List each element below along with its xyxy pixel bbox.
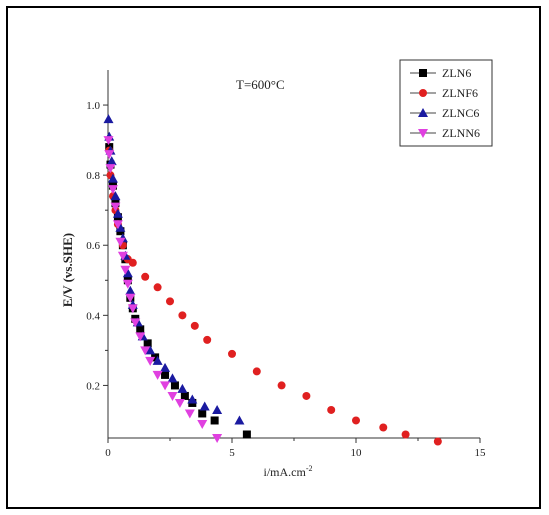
zlnc6-point	[187, 394, 198, 404]
zln6-point	[151, 353, 160, 362]
zln6-point	[136, 325, 145, 334]
zlnc6-point	[152, 355, 163, 365]
zlnn6-point	[152, 370, 163, 380]
zlnc6-point	[115, 222, 126, 232]
zlnf6-point	[166, 297, 174, 306]
zlnc6-point	[107, 173, 118, 183]
zln6-point	[210, 416, 219, 425]
zlnc6-point	[110, 191, 121, 201]
zlnf6-point	[190, 321, 199, 330]
zlnn6-point	[104, 150, 115, 160]
series-zlnc6	[103, 114, 245, 425]
legend-box	[399, 59, 493, 147]
zlnn6-point	[110, 202, 121, 212]
zlnf6-point	[327, 405, 336, 414]
x-tick-label: 5	[229, 447, 235, 459]
zlnn6-point	[105, 164, 116, 174]
x-axis-label-text: i/mA.cm	[264, 465, 307, 479]
zlnf6-point	[433, 437, 442, 446]
x-tick-label: 15	[475, 447, 487, 459]
zlnc6-point	[177, 383, 188, 393]
zlnc6-point	[145, 345, 156, 355]
zlnn6-point	[197, 419, 208, 429]
legend-marker	[419, 69, 427, 77]
legend-label: ZLN6	[442, 66, 471, 80]
zlnn6-point	[167, 391, 178, 401]
zlnn6-point	[125, 293, 136, 303]
y-tick-label: 0.4	[86, 310, 100, 322]
y-tick-label: 0.6	[86, 240, 100, 252]
zlnf6-point	[252, 367, 261, 376]
figure-frame: 0 5 10 15 0.2 0.4 0.6 0.8 1.0 T=600°C E/V (vs.SH…	[6, 6, 541, 509]
zlnc6-point	[199, 401, 210, 411]
zlnf6-point	[178, 311, 187, 320]
zlnf6-point	[302, 391, 311, 400]
zlnc6-point	[106, 156, 117, 166]
legend-marker	[419, 89, 427, 97]
zlnf6-point	[141, 272, 150, 281]
zlnf6-point	[401, 430, 410, 439]
zlnn6-point	[103, 136, 114, 146]
zln6-point	[198, 409, 207, 418]
chart: 0 5 10 15 0.2 0.4 0.6 0.8 1.0 T=600°C E/V (vs.SH…	[60, 59, 493, 479]
zlnn6-point	[184, 409, 195, 419]
zlnn6-point	[130, 318, 141, 328]
zlnn6-point	[127, 304, 138, 314]
zlnn6-point	[120, 265, 131, 275]
x-axis-label-superscript: -2	[306, 464, 313, 473]
y-axis-label: E/V (vs.SHE)	[60, 233, 75, 307]
zlnn6-point	[140, 346, 151, 356]
zlnc6-point	[167, 373, 178, 383]
legend-label: ZLNF6	[442, 86, 478, 100]
zlnf6-point	[153, 283, 162, 292]
zln6-point	[161, 370, 170, 379]
y-tick-label: 1.0	[86, 100, 100, 112]
zlnc6-point	[103, 114, 114, 124]
temperature-annotation: T=600°C	[236, 77, 285, 92]
zlnc6-point	[160, 362, 171, 372]
series-zln6	[105, 143, 251, 439]
series-zlnf6	[105, 146, 442, 446]
zlnc6-point	[112, 208, 123, 218]
zlnn6-point	[112, 220, 123, 230]
series-zlnn6	[103, 136, 223, 443]
zlnf6-point	[128, 258, 137, 267]
data-points	[103, 114, 442, 446]
x-axis-label: i/mA.cm-2	[264, 464, 313, 479]
zlnf6-point	[379, 423, 388, 432]
zlnn6-point	[135, 332, 146, 342]
legend-label: ZLNC6	[442, 106, 479, 120]
x-tick-label: 0	[105, 447, 111, 459]
zlnn6-point	[115, 237, 126, 247]
legend-marker	[418, 108, 428, 117]
zln6-point	[242, 430, 251, 439]
zlnn6-point	[107, 185, 118, 195]
zlnc6-point	[125, 285, 136, 295]
y-tick-label: 0.2	[86, 380, 100, 392]
zlnc6-point	[122, 268, 133, 278]
x-tick-label: 10	[351, 447, 363, 459]
zlnc6-point	[234, 415, 245, 425]
zlnn6-point	[174, 398, 185, 408]
zlnf6-point	[352, 416, 360, 425]
zlnf6-point	[228, 349, 236, 358]
zlnf6-point	[277, 381, 286, 390]
y-tick-label: 0.8	[86, 170, 100, 182]
legend: ZLN6 ZLNF6 ZLNC6 ZLNN6	[399, 59, 493, 147]
zlnn6-point	[122, 279, 133, 289]
zln6-point	[180, 391, 189, 400]
zln6-point	[170, 381, 179, 390]
zln6-point	[143, 339, 152, 348]
zlnn6-point	[145, 356, 156, 366]
legend-marker	[418, 129, 428, 138]
zlnn6-point	[160, 381, 171, 391]
zlnn6-point	[212, 434, 223, 443]
zlnc6-point	[212, 404, 223, 414]
legend-label: ZLNN6	[442, 126, 480, 140]
zlnn6-point	[117, 251, 128, 261]
plot-axes: 0 5 10 15 0.2 0.4 0.6 0.8 1.0	[86, 70, 486, 459]
zlnf6-point	[203, 335, 212, 344]
